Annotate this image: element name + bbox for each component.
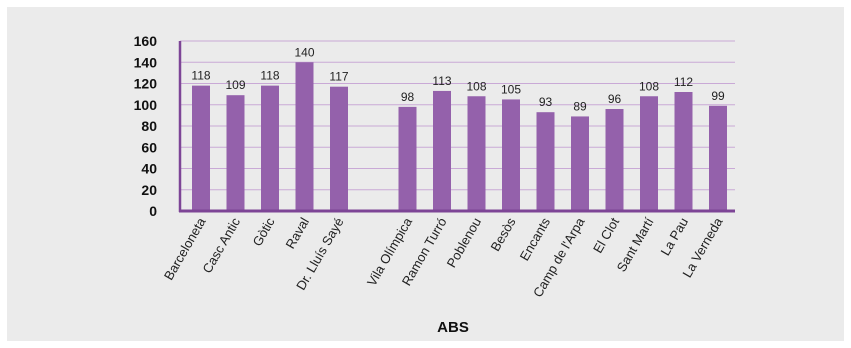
x-tick-label: La Pau xyxy=(658,215,692,258)
data-label: 96 xyxy=(608,92,622,106)
data-label: 105 xyxy=(501,82,521,96)
bar xyxy=(640,96,658,211)
y-tick-label: 20 xyxy=(141,182,157,198)
bar xyxy=(330,86,348,211)
y-tick-label: 80 xyxy=(141,118,157,134)
y-tick-label: 160 xyxy=(134,33,158,49)
data-label: 113 xyxy=(432,74,451,88)
data-label: 118 xyxy=(260,69,279,83)
data-label: 108 xyxy=(639,79,659,93)
bar xyxy=(295,62,314,211)
bar xyxy=(226,95,245,211)
bar xyxy=(192,85,210,211)
bar-chart: 118 109 118 140 117 98 113 108 105 93 89 96 108 112 99… xyxy=(134,33,735,336)
bar xyxy=(502,99,520,211)
bar xyxy=(571,116,589,211)
x-tick-label: Besòs xyxy=(488,215,519,254)
data-label: 140 xyxy=(294,45,314,59)
chart-panel: 118 109 118 140 117 98 113 108 105 93 89 96 108 112 99… xyxy=(7,7,844,341)
bar xyxy=(433,90,451,211)
data-label: 89 xyxy=(573,99,587,113)
x-tick-label: Barceloneta xyxy=(161,214,209,282)
bars xyxy=(192,62,727,211)
bar xyxy=(605,109,624,211)
y-axis-ticks: 0 20 40 60 80 100 120 140 160 xyxy=(134,33,158,219)
bar xyxy=(536,112,555,211)
data-label: 117 xyxy=(329,70,348,84)
bar xyxy=(709,105,727,211)
bar xyxy=(398,106,417,211)
y-tick-label: 100 xyxy=(134,97,158,113)
data-label: 112 xyxy=(674,75,693,89)
y-tick-label: 120 xyxy=(134,76,158,92)
y-tick-label: 0 xyxy=(149,203,157,219)
data-label: 118 xyxy=(191,69,210,83)
x-axis-label: ABS xyxy=(437,319,469,336)
data-label: 99 xyxy=(711,89,725,103)
data-label: 98 xyxy=(401,90,415,104)
data-label: 108 xyxy=(466,79,486,93)
y-tick-label: 140 xyxy=(134,54,158,70)
x-tick-label: Poblenou xyxy=(444,215,484,270)
bar xyxy=(674,92,693,211)
y-tick-label: 60 xyxy=(141,139,157,155)
data-label: 93 xyxy=(539,95,553,109)
x-tick-label: Encants xyxy=(517,215,554,264)
value-labels: 118 109 118 140 117 98 113 108 105 93 89 96 108 112 99 xyxy=(191,45,725,113)
x-tick-label: El Clot xyxy=(590,215,622,256)
axes xyxy=(178,41,735,213)
data-label: 109 xyxy=(225,78,245,92)
bar xyxy=(467,96,486,211)
bar xyxy=(261,85,279,211)
x-tick-label: Raval xyxy=(282,215,312,251)
x-tick-label: Gòtic xyxy=(249,215,277,249)
y-tick-label: 40 xyxy=(141,161,157,177)
